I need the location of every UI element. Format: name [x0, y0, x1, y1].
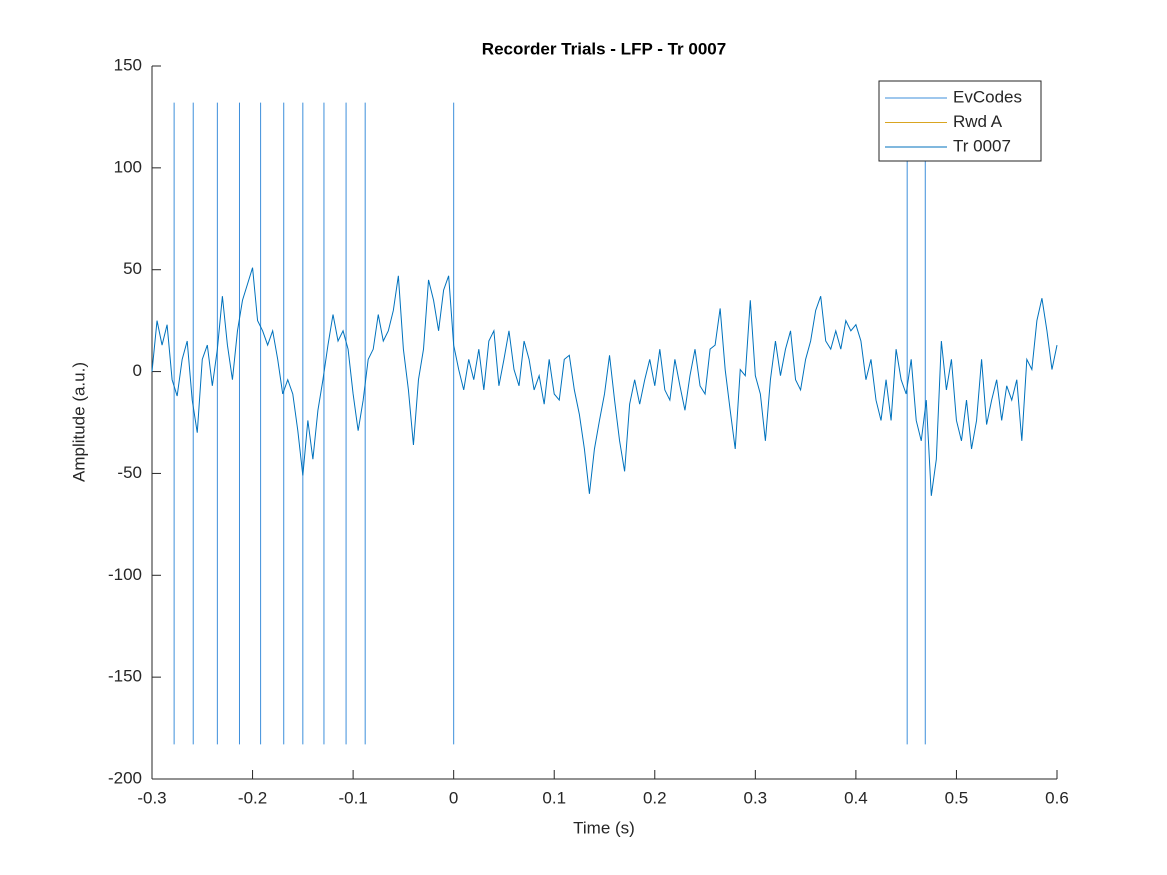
y-tick-label: -150: [108, 667, 142, 686]
x-tick-label: 0.2: [643, 788, 667, 807]
legend-label: EvCodes: [953, 87, 1022, 106]
y-tick-label: 100: [114, 157, 142, 176]
y-tick-label: -100: [108, 565, 142, 584]
legend-label: Rwd A: [953, 112, 1003, 131]
x-tick-label: 0.3: [744, 788, 768, 807]
x-tick-label: 0: [449, 788, 458, 807]
x-tick-label: -0.2: [238, 788, 267, 807]
x-tick-label: 0.1: [542, 788, 566, 807]
y-axis-label: Amplitude (a.u.): [69, 362, 88, 482]
x-axis-label: Time (s): [573, 818, 635, 837]
x-tick-label: -0.1: [338, 788, 367, 807]
x-tick-label: 0.6: [1045, 788, 1069, 807]
y-tick-label: -50: [117, 463, 142, 482]
x-tick-label: 0.5: [945, 788, 969, 807]
legend-box: [878, 80, 1042, 162]
y-tick-label: 150: [114, 55, 142, 74]
trace-line: [151, 267, 1058, 496]
x-tick-label: 0.4: [844, 788, 868, 807]
chart-title: Recorder Trials - LFP - Tr 0007: [482, 39, 726, 58]
legend-label: Tr 0007: [953, 136, 1011, 155]
y-tick-label: -200: [108, 768, 142, 787]
x-tick-label: -0.3: [137, 788, 166, 807]
y-tick-label: 50: [123, 259, 142, 278]
y-tick-label: 0: [133, 361, 142, 380]
